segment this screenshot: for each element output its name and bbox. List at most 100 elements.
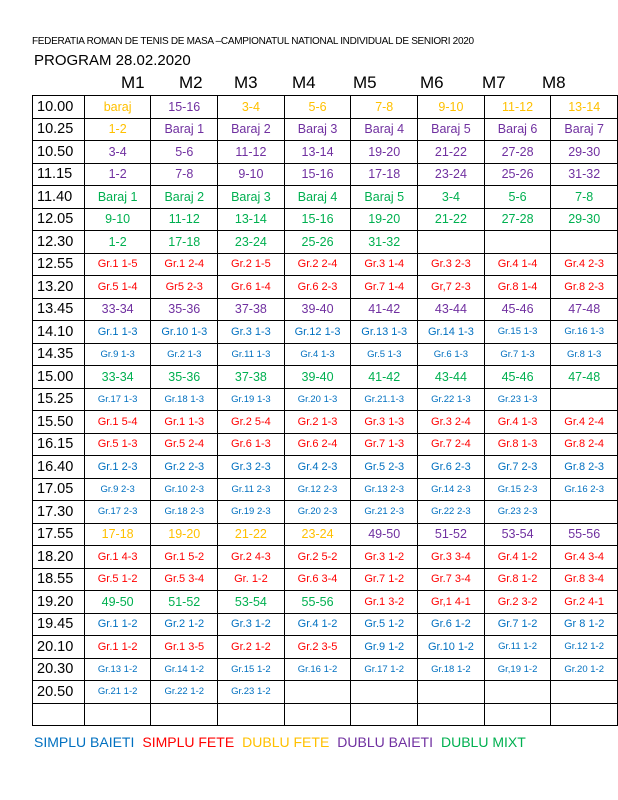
match-cell: Gr.1 5-4: [83, 410, 152, 434]
time-cell: 11.40: [32, 185, 85, 209]
match-cell: Gr.20 1-2: [550, 657, 618, 681]
match-cell: 49-50: [350, 522, 419, 546]
time-cell: 16.15: [32, 432, 85, 456]
match-cell: Gr.5 1-2: [350, 612, 419, 636]
document-title: FEDERATIA ROMAN DE TENIS DE MASA –CAMPIO…: [32, 36, 474, 47]
match-cell: Gr.1 1-5: [83, 252, 152, 276]
match-cell: Gr.23 2-3: [483, 500, 552, 524]
column-header-m1: M1: [121, 73, 145, 92]
match-cell: [350, 702, 419, 726]
match-cell: Gr.21.1-3: [350, 387, 419, 411]
match-cell: 47-48: [550, 297, 618, 321]
match-cell: Gr.17 2-3: [83, 500, 152, 524]
match-cell: Gr.3 2-4: [417, 410, 485, 434]
table-row: 10.00 baraj 15-16 3-4 5-6 7-8 9-10 11-12 13-14: [32, 95, 618, 119]
match-cell: Baraj 3: [283, 117, 352, 141]
match-cell: Gr.1 3-5: [150, 635, 219, 659]
table-row: 16.15 Gr.5 1-3 Gr.5 2-4 Gr.6 1-3 Gr.6 2-4 Gr.…: [32, 432, 618, 456]
match-cell: Gr.3 1-3: [350, 410, 419, 434]
match-cell: [217, 702, 285, 726]
match-cell: Baraj 5: [350, 185, 419, 209]
time-cell: 18.20: [32, 545, 85, 569]
match-cell: 17-18: [83, 522, 152, 546]
match-cell: 11-12: [217, 140, 285, 164]
match-cell: Baraj 1: [150, 117, 219, 141]
match-cell: Gr.1 5-2: [150, 545, 219, 569]
match-cell: Gr.16 1-3: [550, 320, 618, 344]
match-cell: 19-20: [350, 140, 419, 164]
match-cell: 11-12: [483, 95, 552, 119]
match-cell: Gr.8 2-3: [550, 275, 618, 299]
match-cell: Gr.4 2-4: [550, 410, 618, 434]
match-cell: Gr.4 1-4: [483, 252, 552, 276]
match-cell: Gr.2 3-2: [483, 590, 552, 614]
match-cell: Gr.20 2-3: [283, 500, 352, 524]
time-cell: 14.35: [32, 342, 85, 366]
match-cell: Baraj 5: [417, 117, 485, 141]
match-cell: 33-34: [83, 297, 152, 321]
match-cell: Gr.1 1-2: [83, 612, 152, 636]
match-cell: Baraj 3: [217, 185, 285, 209]
match-cell: Gr.14 1-3: [417, 320, 485, 344]
column-header-m3: M3: [234, 73, 258, 92]
match-cell: Gr.3 2-3: [217, 455, 285, 479]
match-cell: Gr.18 2-3: [150, 500, 219, 524]
time-cell: 16.40: [32, 455, 85, 479]
match-cell: 35-36: [150, 365, 219, 389]
table-row: 17.55 17-18 19-20 21-22 23-24 49-50 51-52 53-54…: [32, 522, 618, 546]
table-row: 11.40 Baraj 1 Baraj 2 Baraj 3 Baraj 4 Baraj 5…: [32, 185, 618, 209]
match-cell: 49-50: [83, 590, 152, 614]
color-legend: SIMPLU BAIETI SIMPLU FETE DUBLU FETE DUBLU …: [34, 734, 534, 750]
table-row: [32, 702, 618, 726]
match-cell: 37-38: [217, 297, 285, 321]
time-cell: 19.20: [32, 590, 85, 614]
time-cell: 12.30: [32, 230, 85, 254]
match-cell: Gr.2 4-3: [217, 545, 285, 569]
match-cell: Gr.6 1-2: [417, 612, 485, 636]
match-cell: Gr.13 2-3: [350, 477, 419, 501]
table-row: 19.45 Gr.1 1-2 Gr.2 1-2 Gr.3 1-2 Gr.4 1-2 Gr.…: [32, 612, 618, 636]
match-cell: Gr.22 2-3: [417, 500, 485, 524]
match-cell: Gr.5 1-3: [83, 432, 152, 456]
match-cell: Gr.2 4-1: [550, 590, 618, 614]
match-cell: [550, 387, 618, 411]
time-cell: 12.05: [32, 207, 85, 231]
match-cell: Gr.9 2-3: [83, 477, 152, 501]
match-cell: Gr.15 1-2: [217, 657, 285, 681]
match-cell: Gr.5 3-4: [150, 567, 219, 591]
match-cell: 27-28: [483, 140, 552, 164]
match-cell: 5-6: [283, 95, 352, 119]
match-cell: Gr.18 1-2: [417, 657, 485, 681]
match-cell: Gr.11 2-3: [217, 477, 285, 501]
match-cell: Gr.2 1-2: [217, 635, 285, 659]
match-cell: [483, 680, 552, 704]
match-cell: Gr.4 2-3: [283, 455, 352, 479]
match-cell: 9-10: [417, 95, 485, 119]
column-header-m2: M2: [179, 73, 203, 92]
match-cell: 23-24: [283, 522, 352, 546]
match-cell: Gr,1 4-1: [417, 590, 485, 614]
match-cell: Gr.2 1-3: [150, 342, 219, 366]
legend-item: SIMPLU FETE: [142, 734, 235, 750]
match-cell: [283, 702, 352, 726]
table-row: 16.40 Gr.1 2-3 Gr.2 2-3 Gr.3 2-3 Gr.4 2-3 Gr.…: [32, 455, 618, 479]
match-cell: Gr.11 1-3: [217, 342, 285, 366]
time-cell: 17.30: [32, 500, 85, 524]
match-cell: Gr.2 3-5: [283, 635, 352, 659]
time-cell: 19.45: [32, 612, 85, 636]
match-cell: Gr.1 2-3: [83, 455, 152, 479]
match-cell: 41-42: [350, 297, 419, 321]
match-cell: [550, 702, 618, 726]
match-cell: Gr.13 1-2: [83, 657, 152, 681]
column-header-m8: M8: [542, 73, 566, 92]
match-cell: Gr.12 1-2: [550, 635, 618, 659]
table-row: 20.30 Gr.13 1-2 Gr.14 1-2 Gr.15 1-2 Gr.16 1-…: [32, 657, 618, 681]
match-cell: Gr.3 1-4: [350, 252, 419, 276]
column-header-m4: M4: [292, 73, 316, 92]
match-cell: 1-2: [83, 117, 152, 141]
match-cell: Gr.12 1-3: [283, 320, 352, 344]
match-cell: Gr.2 1-2: [150, 612, 219, 636]
column-header-m6: M6: [420, 73, 444, 92]
match-cell: 39-40: [283, 365, 352, 389]
match-cell: Gr.1 1-2: [83, 635, 152, 659]
